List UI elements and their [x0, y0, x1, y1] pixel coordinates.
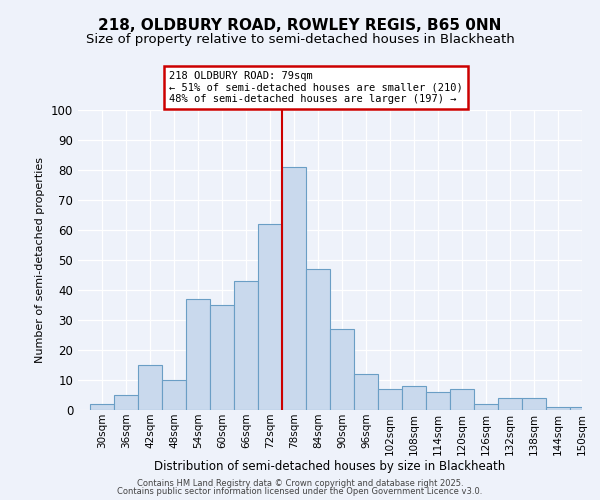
Text: Contains public sector information licensed under the Open Government Licence v3: Contains public sector information licen…	[118, 487, 482, 496]
Text: Size of property relative to semi-detached houses in Blackheath: Size of property relative to semi-detach…	[86, 32, 514, 46]
Bar	[138, 365, 162, 410]
Bar	[114, 395, 138, 410]
Bar	[306, 269, 330, 410]
Bar	[234, 281, 258, 410]
Bar	[186, 299, 210, 410]
X-axis label: Distribution of semi-detached houses by size in Blackheath: Distribution of semi-detached houses by …	[154, 460, 506, 473]
Bar	[258, 224, 282, 410]
Bar	[426, 392, 450, 410]
Bar	[498, 398, 522, 410]
Bar	[570, 407, 594, 410]
Bar	[522, 398, 546, 410]
Bar	[210, 305, 234, 410]
Y-axis label: Number of semi-detached properties: Number of semi-detached properties	[35, 157, 46, 363]
Bar	[330, 329, 354, 410]
Bar	[282, 167, 306, 410]
Bar	[162, 380, 186, 410]
Text: 218 OLDBURY ROAD: 79sqm
← 51% of semi-detached houses are smaller (210)
48% of s: 218 OLDBURY ROAD: 79sqm ← 51% of semi-de…	[169, 71, 463, 104]
Bar	[546, 407, 570, 410]
Bar	[354, 374, 378, 410]
Bar	[90, 404, 114, 410]
Text: Contains HM Land Registry data © Crown copyright and database right 2025.: Contains HM Land Registry data © Crown c…	[137, 478, 463, 488]
Bar	[378, 389, 402, 410]
Text: 218, OLDBURY ROAD, ROWLEY REGIS, B65 0NN: 218, OLDBURY ROAD, ROWLEY REGIS, B65 0NN	[98, 18, 502, 32]
Bar	[402, 386, 426, 410]
Bar	[474, 404, 498, 410]
Bar	[450, 389, 474, 410]
